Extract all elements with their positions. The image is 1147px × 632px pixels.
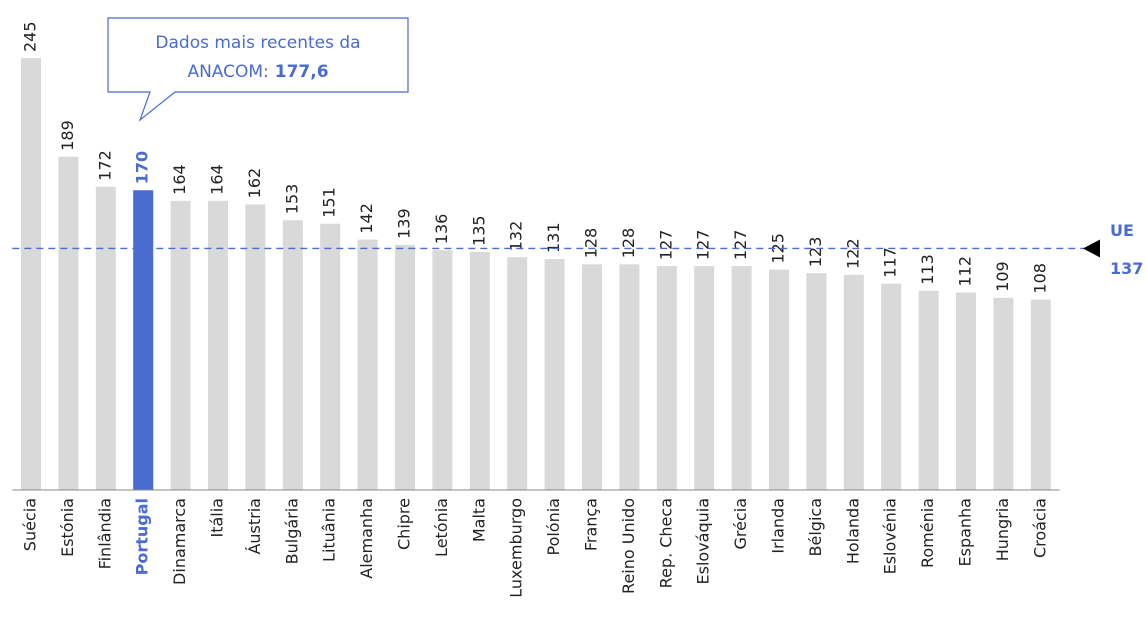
x-tick-label: Bulgária: [282, 498, 301, 564]
value-label: 164: [170, 164, 189, 195]
bar: [619, 264, 640, 490]
bar: [133, 190, 154, 491]
bar: [170, 200, 191, 490]
bar: [21, 58, 41, 491]
value-label: 127: [731, 230, 750, 261]
bar: [469, 251, 490, 490]
callout-text: ANACOM:: [187, 62, 268, 82]
x-tick-label: Rep. Checa: [656, 498, 675, 588]
value-label: 162: [245, 168, 264, 199]
value-label: 151: [320, 187, 339, 218]
value-label: 164: [208, 164, 227, 195]
value-label: 131: [544, 222, 563, 253]
x-tick-label: Áustria: [245, 498, 264, 555]
bar: [208, 200, 228, 490]
x-tick-label: Hungria: [993, 498, 1012, 561]
bar: [881, 283, 902, 490]
bar: [806, 273, 827, 490]
value-label: 189: [58, 120, 77, 151]
value-label: 123: [806, 237, 825, 268]
bar: [731, 266, 752, 490]
bar: [245, 204, 266, 490]
value-label: 112: [956, 256, 975, 287]
value-label: 136: [432, 214, 451, 245]
callout-line: ANACOM: 177,6: [187, 62, 328, 82]
value-label: 135: [469, 215, 488, 246]
value-label: 139: [395, 208, 414, 239]
bar: [544, 259, 565, 490]
value-label: 245: [21, 21, 40, 52]
x-tick-label: Eslováquia: [694, 498, 713, 585]
value-label: 117: [881, 247, 900, 278]
bar: [395, 244, 415, 490]
x-tick-label: Chipre: [395, 498, 414, 550]
value-label: 128: [619, 228, 638, 259]
reference-label: UE: [1110, 221, 1134, 240]
value-label: 113: [918, 254, 937, 285]
reference-value: 137: [1110, 259, 1143, 278]
value-label: 125: [769, 233, 788, 264]
callout-value: 177,6: [275, 62, 329, 82]
x-tick-label: Letónia: [432, 498, 451, 557]
bar: [507, 257, 528, 490]
bar: [282, 220, 303, 490]
bar: [357, 239, 378, 490]
x-tick-label: Eslovénia: [881, 498, 900, 574]
bar: [582, 264, 602, 490]
x-tick-label: Alemanha: [357, 498, 376, 579]
bar: [656, 266, 677, 490]
value-label: 170: [133, 151, 152, 184]
value-label: 122: [843, 238, 862, 269]
x-tick-label: Portugal: [133, 498, 152, 575]
reference-marker: [1083, 239, 1100, 258]
bar: [993, 297, 1014, 490]
x-tick-label: Croácia: [1030, 498, 1049, 558]
value-label: 142: [357, 203, 376, 234]
x-tick-label: Holanda: [843, 498, 862, 564]
x-tick-label: Malta: [469, 498, 488, 542]
x-tick-label: Reino Unido: [619, 498, 638, 594]
x-tick-label: Bélgica: [806, 498, 825, 556]
bar: [694, 266, 715, 490]
x-tick-label: Suécia: [21, 498, 40, 551]
x-tick-label: Irlanda: [769, 498, 788, 554]
x-tick-label: Dinamarca: [170, 498, 189, 585]
value-label: 132: [507, 221, 526, 252]
value-label: 153: [282, 184, 301, 215]
x-tick-label: Itália: [208, 498, 227, 538]
bar: [843, 274, 864, 490]
bar: [432, 250, 453, 490]
x-tick-label: Polónia: [544, 498, 563, 556]
value-label: 109: [993, 261, 1012, 292]
x-tick-label: Estónia: [58, 498, 77, 557]
callout-line: Dados mais recentes da: [155, 33, 360, 53]
x-tick-label: França: [582, 498, 601, 551]
value-label: 172: [95, 150, 114, 181]
x-tick-label: Luxemburgo: [507, 498, 526, 598]
x-tick-label: Finlândia: [95, 498, 114, 569]
value-label: 127: [656, 230, 675, 261]
x-tick-label: Lituânia: [320, 498, 339, 562]
x-tick-label: Roménia: [918, 498, 937, 568]
x-tick-label: Espanha: [956, 498, 975, 567]
bar: [1030, 299, 1051, 490]
bar: [918, 290, 939, 490]
bar: [769, 269, 789, 490]
value-label: 127: [694, 230, 713, 261]
bar: [320, 223, 341, 490]
bar: [956, 292, 976, 490]
bar: [95, 186, 116, 490]
value-label: 128: [582, 228, 601, 259]
value-label: 108: [1030, 263, 1049, 294]
bar: [58, 156, 79, 491]
callout-box: [107, 17, 409, 122]
x-tick-label: Grécia: [731, 498, 750, 550]
